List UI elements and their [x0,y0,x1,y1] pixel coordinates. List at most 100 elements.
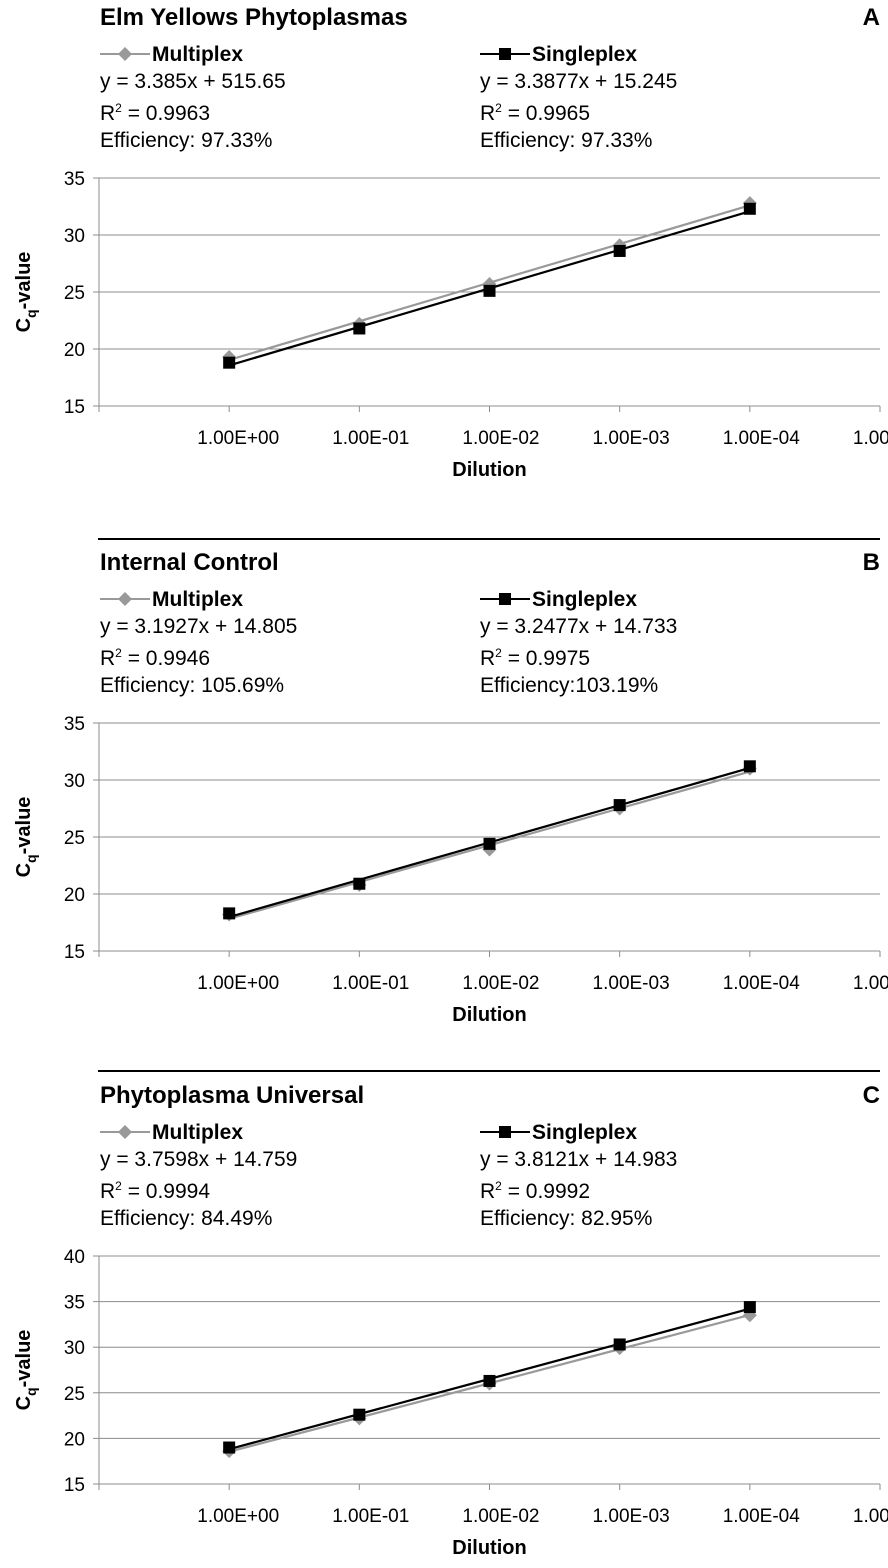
x-tick-label: 1.00E-04 [723,428,801,449]
x-tick-label: 1.00E-02 [462,1506,539,1527]
y-tick-label: 20 [64,1429,85,1450]
y-tick-label: 15 [64,1475,85,1496]
singleplex-marker-icon [480,590,530,608]
x-tick-label: 1.00E-01 [332,1506,409,1527]
x-tick-label: 1.00E-03 [593,428,670,449]
equation: y = 3.1927x + 14.805 [100,613,297,640]
data-point-singleplex [223,357,235,369]
y-tick-label: 35 [64,714,85,735]
chart-b: 15 20 25 30 35 1.00E+00 1.00E-01 1.00E-02 1.00E-… [0,705,888,1035]
data-point-singleplex [744,760,756,772]
y-tick-label: 30 [64,1338,85,1359]
y-tick-label: 20 [64,340,85,361]
panel-divider [98,538,880,540]
multiplex-marker-icon [100,590,150,608]
singleplex-marker-icon [480,1123,530,1141]
equation: y = 3.8121x + 14.983 [480,1146,677,1173]
panel-c: Phytoplasma Universal C Multiplex y = 3.… [0,1078,888,1562]
panel-title: Elm Yellows Phytoplasmas [100,4,408,32]
x-axis-label: Dilution [452,459,526,481]
data-point-singleplex [484,285,496,297]
y-tick-label: 30 [64,771,85,792]
y-tick-label: 25 [64,1384,85,1405]
panel-b: Internal Control B Multiplex y = 3.1927x… [0,545,888,1070]
x-tick-label: 1.00E+00 [197,973,279,994]
legend-name: Multiplex [152,43,243,66]
y-tick-label: 40 [64,1247,85,1268]
y-tick-label: 30 [64,226,85,247]
r-squared: R2 = 0.9963 [100,95,286,127]
r-squared: R2 = 0.9965 [480,95,677,127]
panel-a: Elm Yellows Phytoplasmas A Multiplex y =… [0,0,888,530]
data-point-singleplex [614,799,626,811]
y-axis-label: Cq-value [13,252,39,333]
data-point-singleplex [744,1301,756,1313]
y-tick-label: 25 [64,828,85,849]
x-tick-label: 1.00E-01 [332,428,409,449]
panel-divider [98,1070,880,1072]
legend-name: Multiplex [152,588,243,611]
legend-multiplex: Multiplex y = 3.7598x + 14.759 R2 = 0.99… [100,1119,297,1232]
data-point-singleplex [353,1409,365,1421]
equation: y = 3.2477x + 14.733 [480,613,677,640]
data-point-singleplex [614,1338,626,1350]
y-tick-label: 35 [64,1293,85,1314]
r-squared: R2 = 0.9994 [100,1173,297,1205]
panel-letter: B [863,549,880,577]
panel-title: Phytoplasma Universal [100,1082,364,1110]
legend-multiplex: Multiplex y = 3.385x + 515.65 R2 = 0.996… [100,41,286,154]
legend-singleplex: Singleplex y = 3.8121x + 14.983 R2 = 0.9… [480,1119,677,1232]
panel-title: Internal Control [100,549,279,577]
legend-name: Singleplex [532,588,637,611]
x-tick-label: 1.00E-02 [462,428,539,449]
equation: y = 3.385x + 515.65 [100,68,286,95]
x-tick-label: 1.00E-04 [723,973,801,994]
multiplex-marker-icon [100,1123,150,1141]
y-axis-label: Cq-value [13,797,39,878]
legend-name: Singleplex [532,43,637,66]
data-point-singleplex [484,838,496,850]
legend-name: Multiplex [152,1121,243,1144]
x-tick-label: 1.00E-04 [723,1506,801,1527]
x-tick-label: 1.00E-05 [853,1506,888,1527]
y-axis-label: Cq-value [13,1330,39,1411]
data-point-singleplex [223,1442,235,1454]
y-tick-label: 35 [64,169,85,190]
efficiency: Efficiency:103.19% [480,672,677,699]
y-tick-label: 15 [64,942,85,963]
equation: y = 3.3877x + 15.245 [480,68,677,95]
efficiency: Efficiency: 97.33% [100,127,286,154]
x-tick-label: 1.00E-03 [593,973,670,994]
equation: y = 3.7598x + 14.759 [100,1146,297,1173]
x-tick-label: 1.00E-02 [462,973,539,994]
data-point-singleplex [614,245,626,257]
y-tick-label: 15 [64,397,85,418]
data-point-singleplex [353,322,365,334]
x-axis-label: Dilution [452,1004,526,1026]
r-squared: R2 = 0.9975 [480,640,677,672]
multiplex-marker-icon [100,45,150,63]
x-tick-label: 1.00E+00 [197,428,279,449]
panel-letter: A [863,4,880,32]
data-point-singleplex [484,1375,496,1387]
panel-letter: C [863,1082,880,1110]
efficiency: Efficiency: 97.33% [480,127,677,154]
x-tick-label: 1.00E-03 [593,1506,670,1527]
data-point-singleplex [353,878,365,890]
legend-singleplex: Singleplex y = 3.3877x + 15.245 R2 = 0.9… [480,41,677,154]
legend-singleplex: Singleplex y = 3.2477x + 14.733 R2 = 0.9… [480,586,677,699]
singleplex-marker-icon [480,45,530,63]
legend-name: Singleplex [532,1121,637,1144]
chart-a: 15 20 25 30 35 1.00E+00 1.00E-01 1.00E-02 1.00E-… [0,160,888,490]
y-tick-label: 20 [64,885,85,906]
chart-c: 15 20 25 30 35 40 1.00E+00 1.00E-01 1.00E-02 1.00… [0,1238,888,1568]
x-tick-label: 1.00E-05 [853,973,888,994]
efficiency: Efficiency: 84.49% [100,1205,297,1232]
legend-multiplex: Multiplex y = 3.1927x + 14.805 R2 = 0.99… [100,586,297,699]
r-squared: R2 = 0.9992 [480,1173,677,1205]
x-tick-label: 1.00E-05 [853,428,888,449]
efficiency: Efficiency: 105.69% [100,672,297,699]
x-tick-label: 1.00E+00 [197,1506,279,1527]
data-point-singleplex [223,907,235,919]
r-squared: R2 = 0.9946 [100,640,297,672]
